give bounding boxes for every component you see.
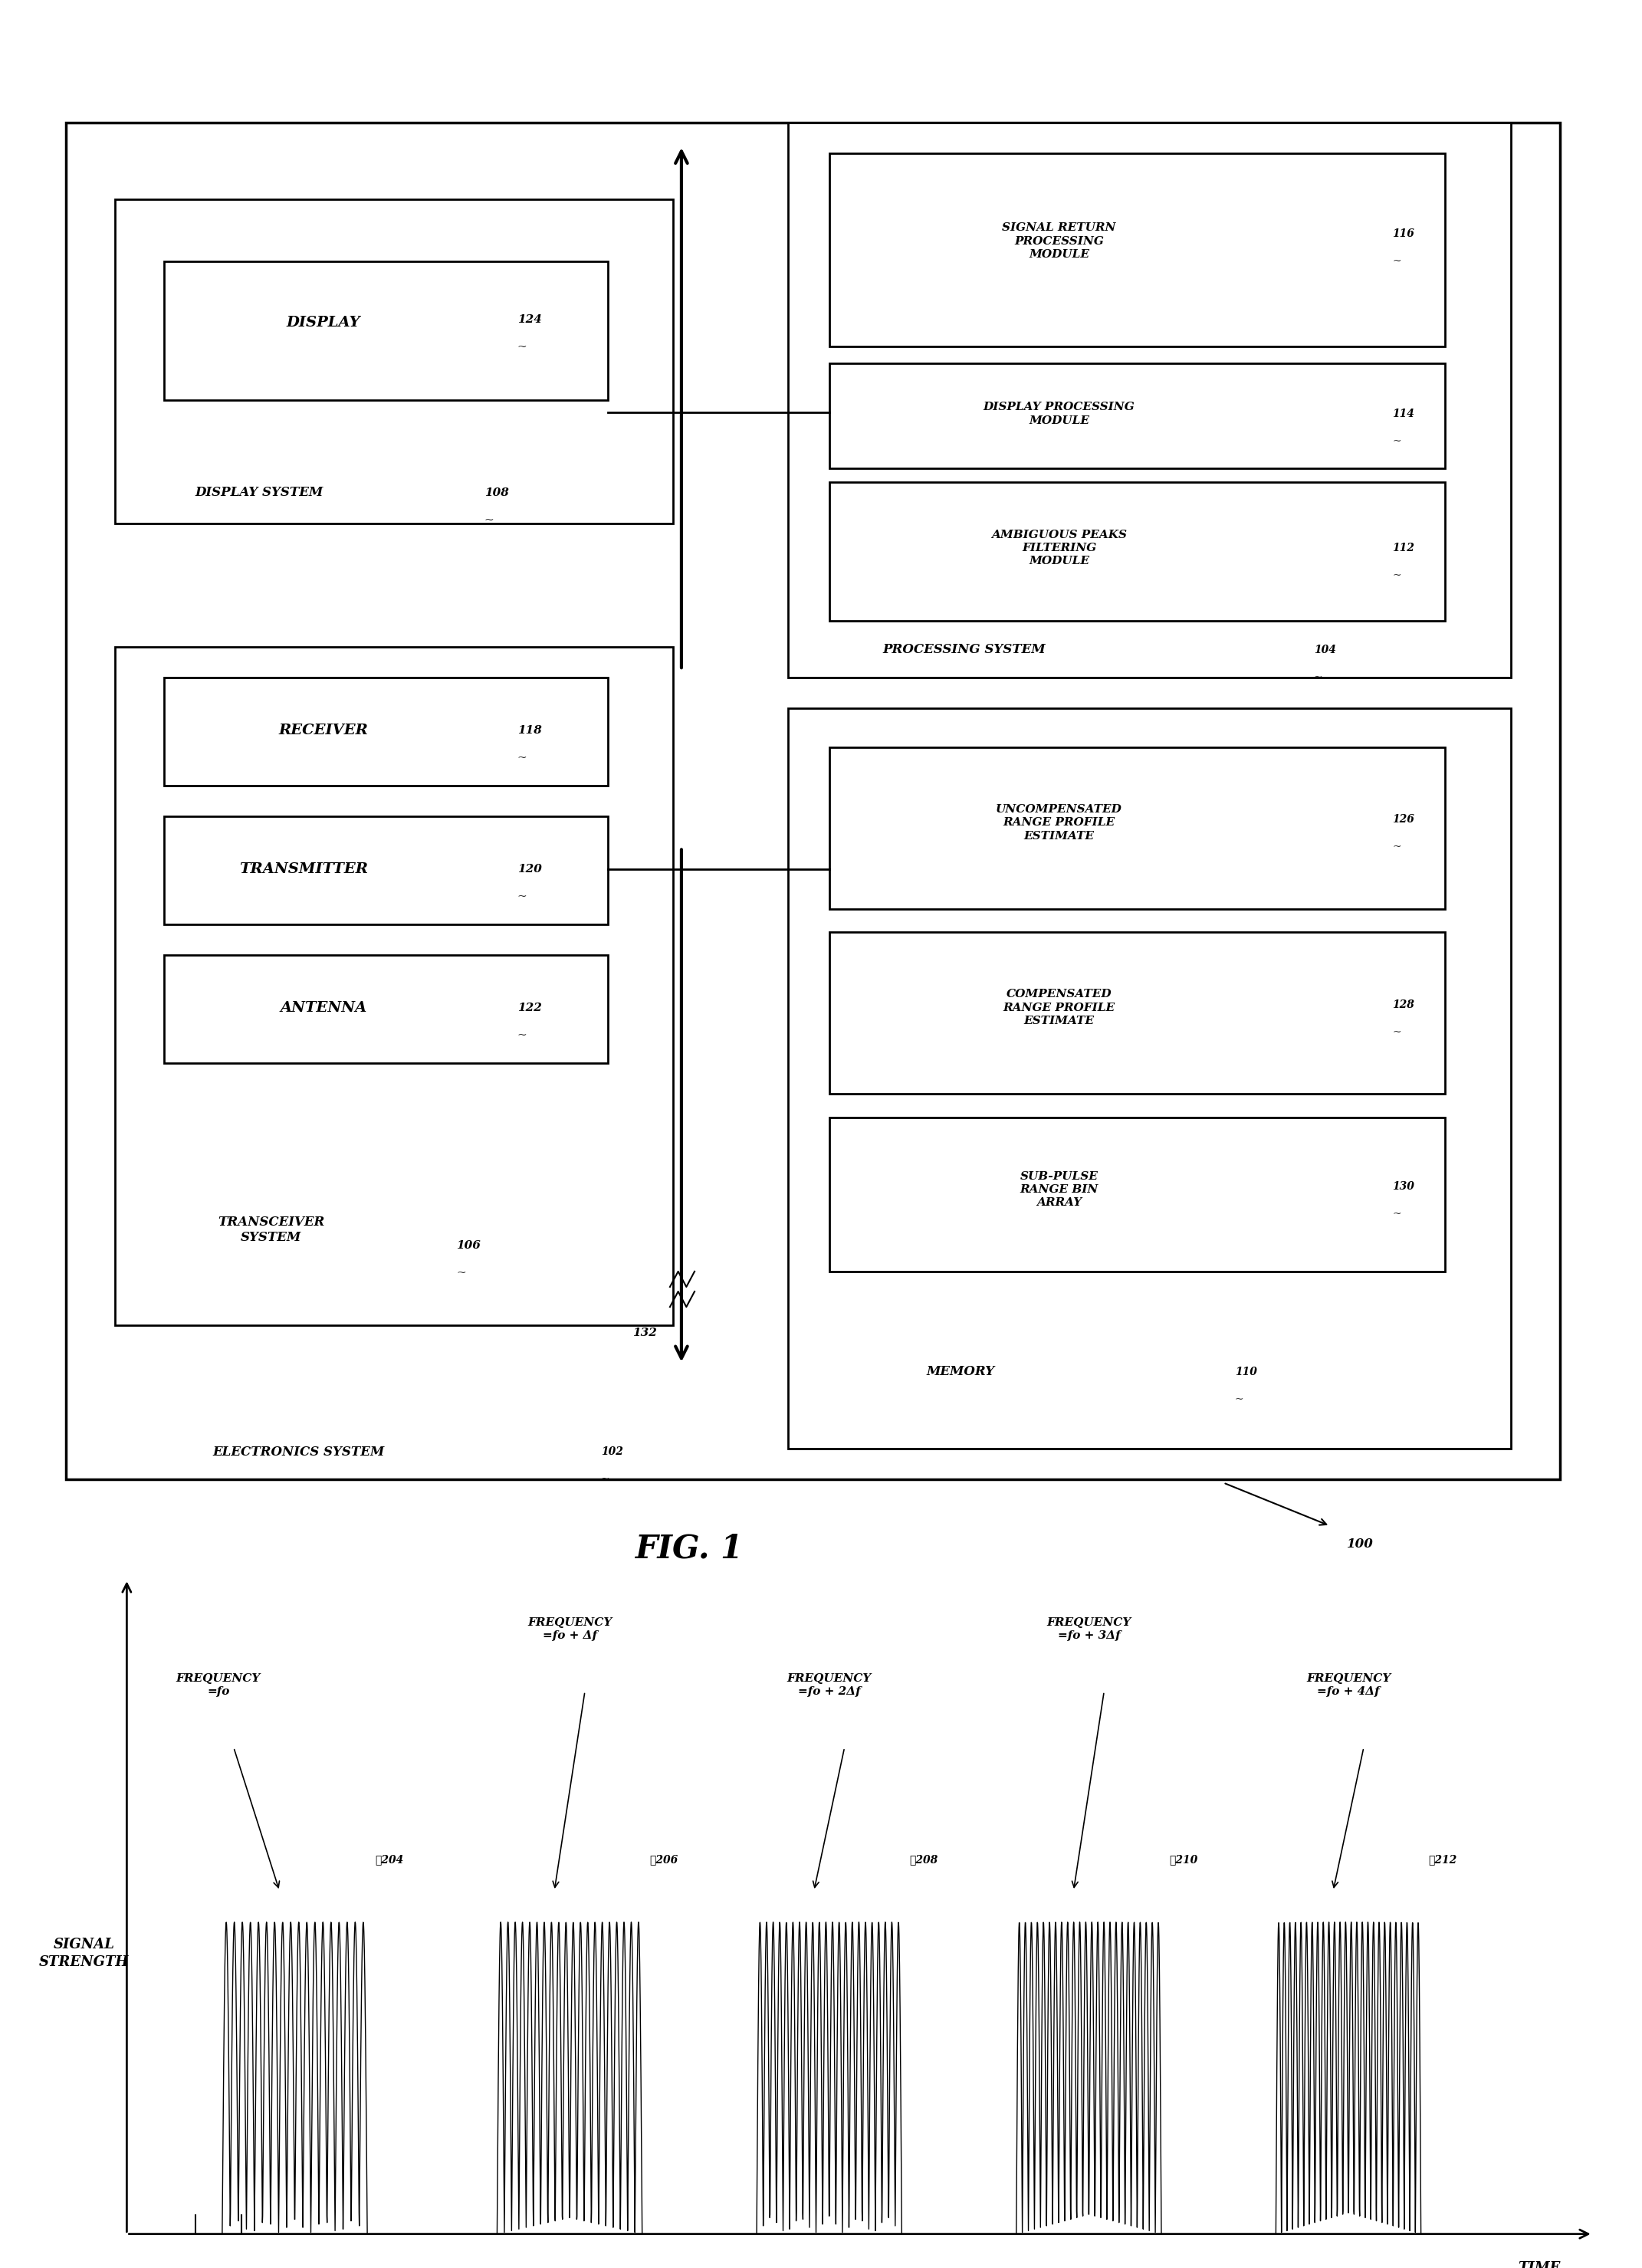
Text: FREQUENCY
=fo + 3Δf: FREQUENCY =fo + 3Δf (1046, 1617, 1131, 1640)
Text: 106: 106 (456, 1241, 481, 1250)
Bar (829, 363, 1445, 467)
Text: 116: 116 (1392, 229, 1414, 238)
Text: 112: 112 (1392, 542, 1414, 553)
Text: 118: 118 (517, 726, 542, 735)
Text: ~: ~ (517, 1030, 527, 1041)
Text: ~: ~ (517, 753, 527, 764)
Text: ~: ~ (601, 1474, 609, 1486)
Text: ~: ~ (1235, 1395, 1243, 1404)
Text: 110: 110 (1235, 1365, 1256, 1377)
Text: AMBIGUOUS PEAKS
FILTERING
MODULE: AMBIGUOUS PEAKS FILTERING MODULE (992, 528, 1126, 567)
Text: FREQUENCY
=fo + 4Δf: FREQUENCY =fo + 4Δf (1305, 1674, 1391, 1696)
Text: ⌣206: ⌣206 (650, 1855, 678, 1864)
Text: SIGNAL RETURN
PROCESSING
MODULE: SIGNAL RETURN PROCESSING MODULE (1002, 222, 1117, 261)
Text: COMPENSATED
RANGE PROFILE
ESTIMATE: COMPENSATED RANGE PROFILE ESTIMATE (1003, 989, 1115, 1027)
Bar (115, 646, 673, 1325)
Text: PROCESSING SYSTEM: PROCESSING SYSTEM (882, 644, 1046, 655)
Text: DISPLAY PROCESSING
MODULE: DISPLAY PROCESSING MODULE (984, 401, 1135, 426)
Text: 104: 104 (1314, 644, 1335, 655)
Text: ~: ~ (1392, 841, 1401, 853)
Text: 126: 126 (1392, 814, 1414, 826)
Text: MEMORY: MEMORY (926, 1365, 995, 1379)
Bar (164, 816, 608, 925)
Bar (164, 678, 608, 785)
Text: 130: 130 (1392, 1182, 1414, 1193)
Bar (829, 1118, 1445, 1272)
Text: TRANSCEIVER
SYSTEM: TRANSCEIVER SYSTEM (217, 1216, 325, 1245)
Text: SIGNAL
STRENGTH: SIGNAL STRENGTH (39, 1937, 130, 1969)
Text: FREQUENCY
=fo: FREQUENCY =fo (176, 1674, 261, 1696)
Text: ELECTRONICS SYSTEM: ELECTRONICS SYSTEM (213, 1445, 384, 1458)
Bar (829, 154, 1445, 347)
Text: ⌣204: ⌣204 (374, 1855, 404, 1864)
Bar (164, 261, 608, 399)
Text: 120: 120 (517, 864, 542, 873)
Text: ~: ~ (1392, 256, 1401, 268)
Text: ANTENNA: ANTENNA (281, 1000, 366, 1014)
Bar (66, 122, 1560, 1479)
Bar (829, 932, 1445, 1093)
Text: ~: ~ (1392, 572, 1401, 581)
Text: ⌣208: ⌣208 (910, 1855, 938, 1864)
Text: ~: ~ (484, 515, 494, 526)
Text: ~: ~ (517, 891, 527, 903)
Bar (829, 746, 1445, 909)
Text: ~: ~ (1314, 671, 1322, 683)
Text: ~: ~ (1392, 1027, 1401, 1039)
Text: FREQUENCY
=fo + 2Δf: FREQUENCY =fo + 2Δf (787, 1674, 872, 1696)
Text: ~: ~ (517, 342, 527, 354)
Text: 128: 128 (1392, 1000, 1414, 1009)
Text: ~: ~ (456, 1268, 466, 1279)
Text: ~: ~ (1392, 1209, 1401, 1220)
Text: 102: 102 (601, 1447, 622, 1458)
Text: 100: 100 (1346, 1538, 1373, 1551)
Text: SUB-PULSE
RANGE BIN
ARRAY: SUB-PULSE RANGE BIN ARRAY (1020, 1170, 1098, 1209)
Text: UNCOMPENSATED
RANGE PROFILE
ESTIMATE: UNCOMPENSATED RANGE PROFILE ESTIMATE (997, 805, 1121, 841)
Text: TRANSMITTER: TRANSMITTER (240, 862, 368, 875)
Text: ~: ~ (1392, 435, 1401, 447)
Bar (115, 200, 673, 524)
Text: FREQUENCY
=fo + Δf: FREQUENCY =fo + Δf (527, 1617, 612, 1640)
Text: ⌣212: ⌣212 (1429, 1855, 1456, 1864)
Text: DISPLAY SYSTEM: DISPLAY SYSTEM (195, 485, 323, 499)
Text: DISPLAY: DISPLAY (286, 315, 361, 329)
Text: TIME: TIME (1519, 2261, 1560, 2268)
Text: 122: 122 (517, 1002, 542, 1014)
Text: 132: 132 (632, 1327, 657, 1338)
Bar (788, 708, 1511, 1449)
Bar (829, 481, 1445, 621)
Bar (788, 122, 1511, 678)
Text: FIG. 1: FIG. 1 (635, 1533, 744, 1565)
Text: RECEIVER: RECEIVER (279, 723, 368, 737)
Bar (164, 955, 608, 1064)
Text: 124: 124 (517, 315, 542, 324)
Text: 108: 108 (484, 488, 509, 499)
Text: 114: 114 (1392, 408, 1414, 420)
Text: ⌣210: ⌣210 (1169, 1855, 1197, 1864)
